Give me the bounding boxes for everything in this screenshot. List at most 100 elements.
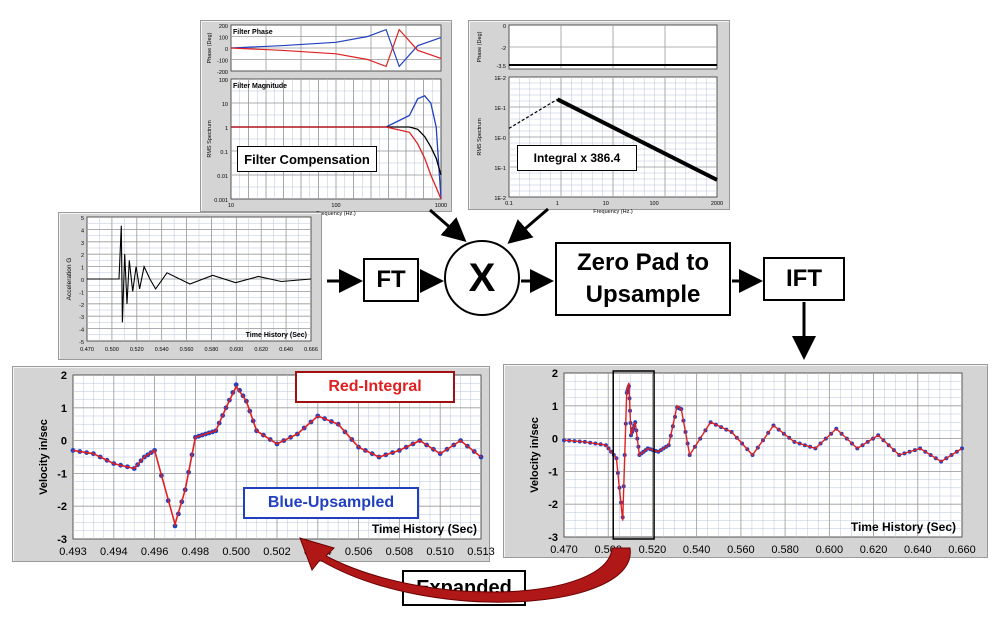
integral-spec-xtick: 0.1 [505, 201, 513, 207]
filter-mag-ytick: 10 [222, 102, 228, 108]
vzoom-xtick: 0.496 [141, 546, 169, 558]
vzoom-ytick: -3 [57, 534, 67, 546]
filter-compensation-label: Filter Compensation [237, 146, 377, 172]
arrow-integral-to-multiply [507, 207, 549, 244]
filter-mag-xtick: 1000 [435, 203, 447, 209]
accel-xtick: 0.620 [254, 347, 268, 353]
integral-spec-xtick: 10 [603, 201, 609, 207]
filter-mag-ytick: 1 [225, 126, 228, 132]
accel-line [87, 225, 312, 323]
filter-phase-ytick: -100 [217, 59, 228, 65]
ifft-box: IFT [763, 257, 845, 301]
vzoom-ylabel: Velocity in/sec [38, 419, 50, 495]
blue-upsampled-legend: Blue-Upsampled [243, 487, 419, 519]
integral-spec-line [556, 97, 718, 182]
vzoom-ytick: 1 [61, 403, 67, 415]
integral-spec-ytick: 1E-2 [494, 196, 506, 202]
integral-spec-xtick: 2000 [711, 201, 723, 207]
filter-mag-ytick: 0.1 [220, 150, 228, 156]
integral-phase-ytick: -3.5 [497, 64, 506, 70]
integral-annotation: Integral x 386.4 [517, 145, 637, 171]
acceleration-panel: Acceleration G 5 4 3 2 1 0 -1 -2 -3 -4 -5 0.470 0.500… [58, 212, 322, 360]
integral-phase-ytick: 0 [503, 24, 506, 30]
vfull-ylabel: Velocity in/sec [529, 417, 541, 493]
accel-xtick: 0.520 [130, 347, 144, 353]
integral-spec-ytick: 1E-1 [494, 106, 506, 112]
ft-box: FT [363, 258, 419, 302]
integral-spec-ytick: 1E-1 [494, 166, 506, 172]
integral-spec-ytick: 1E-2 [494, 76, 506, 82]
vfull-xtick: 0.520 [639, 544, 667, 556]
accel-xtick: 0.666 [304, 347, 318, 353]
vzoom-ytick: -2 [57, 501, 67, 513]
vzoom-xtick: 0.513 [467, 546, 495, 558]
multiply-circle: X [444, 240, 520, 316]
vzoom-blue-point [70, 448, 76, 453]
filter-panel: Filter Phase Phase (Deg) 200 100 0 -100 -200 Fi… [200, 20, 452, 217]
arrow-filter-to-multiply [429, 208, 467, 242]
accel-xlabel: Time History (Sec) [246, 332, 307, 339]
filter-mag-title: Filter Magnitude [233, 83, 287, 90]
accel-xtick: 0.580 [205, 347, 219, 353]
vfull-xlabel: Time History (Sec) [851, 520, 956, 534]
vzoom-blue-point [233, 382, 239, 388]
vzoom-xtick: 0.498 [182, 546, 210, 558]
integral-spec-xtick: 100 [649, 201, 658, 207]
integral-spec-dashed [508, 98, 558, 129]
filter-phase-ytick: 0 [225, 47, 228, 53]
filter-phase-ytick: 200 [219, 24, 228, 30]
filter-mag-ylabel: RMS Spectrum [207, 120, 213, 158]
vfull-xtick: 0.580 [771, 544, 799, 556]
vzoom-xtick: 0.508 [386, 546, 414, 558]
vzoom-xtick: 0.500 [222, 546, 250, 558]
vfull-xtick: 0.540 [683, 544, 711, 556]
vfull-xtick: 0.640 [904, 544, 932, 556]
expanded-region-box [612, 370, 655, 540]
accel-ylabel: Acceleration G [66, 258, 73, 301]
vzoom-xtick: 0.506 [345, 546, 373, 558]
filter-mag-ytick: 0.01 [217, 174, 228, 180]
filter-mag-ytick: 0.001 [214, 198, 228, 204]
filter-phase-line [230, 28, 442, 68]
filter-phase-ylabel: Phase (Deg) [207, 32, 213, 63]
vfull-xtick: 0.620 [860, 544, 888, 556]
vfull-ytick: -2 [548, 499, 558, 511]
vzoom-xtick: 0.494 [100, 546, 128, 558]
filter-mag-xlabel: Frequency (Hz.) [316, 211, 356, 217]
vfull-ytick: 0 [552, 434, 558, 446]
vfull-red-line [563, 382, 963, 521]
accel-xtick: 0.540 [155, 347, 169, 353]
expanded-curved-arrow [299, 537, 631, 603]
integral-phase-ytick: -2 [501, 46, 506, 52]
accel-xtick: 0.500 [105, 347, 119, 353]
accel-ytick: 1 [81, 266, 84, 272]
integral-phase-ylabel: Phase (Deg) [477, 31, 483, 62]
vzoom-xlabel: Time History (Sec) [372, 522, 477, 536]
filter-mag-xtick: 100 [331, 203, 340, 209]
vfull-xtick: 0.560 [727, 544, 755, 556]
accel-xtick: 0.640 [279, 347, 293, 353]
vfull-xtick: 0.470 [550, 544, 578, 556]
accel-ytick: 2 [81, 253, 84, 259]
accel-ytick: 5 [81, 216, 84, 222]
vfull-ytick: -3 [548, 532, 558, 544]
red-integral-legend: Red-Integral [295, 371, 455, 403]
velocity-full-panel: Velocity in/sec 2 1 0 -1 -2 -3 0.470 0.500 0.520 0… [503, 364, 988, 558]
accel-ytick: -4 [79, 328, 84, 334]
accel-ytick: -2 [79, 303, 84, 309]
vfull-ytick: -1 [548, 466, 558, 478]
filter-phase-title: Filter Phase [233, 29, 273, 36]
accel-ytick: -3 [79, 315, 84, 321]
vzoom-xtick: 0.502 [263, 546, 291, 558]
zero-pad-box: Zero Pad to Upsample [555, 242, 731, 316]
accel-xtick: 0.560 [180, 347, 194, 353]
filter-phase-line [230, 28, 442, 68]
vzoom-xtick: 0.510 [426, 546, 454, 558]
accel-xtick: 0.600 [229, 347, 243, 353]
integral-spec-xtick: 1 [556, 201, 559, 207]
filter-mag-xtick: 10 [228, 203, 234, 209]
integral-panel: Phase (Deg) 0 -2 -3.5 RMS Spectrum 1E-2 1E-1 1E… [468, 20, 730, 215]
